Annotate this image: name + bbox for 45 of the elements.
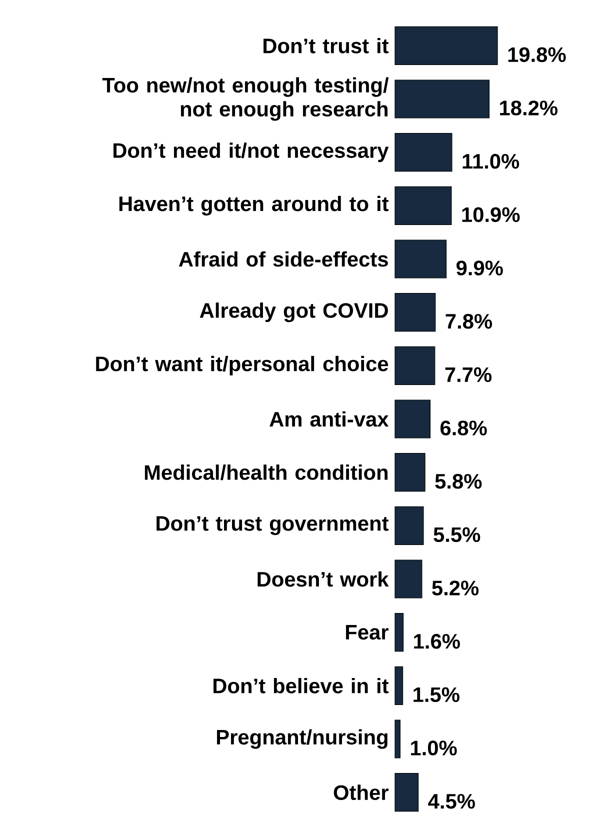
bar xyxy=(394,773,419,812)
data-label: 5.8% xyxy=(435,474,482,489)
data-label: 7.7% xyxy=(445,367,492,382)
data-label: 5.5% xyxy=(434,527,480,542)
bar xyxy=(394,666,404,705)
y-tick-label: Don’t want it/personal choice xyxy=(96,356,388,376)
y-tick-label: Am anti-vax xyxy=(270,411,389,427)
y-tick-label: Haven’t gotten around to it xyxy=(119,196,389,216)
bar xyxy=(394,400,431,438)
data-label: 18.2% xyxy=(500,100,558,116)
bar xyxy=(394,186,452,225)
data-label: 10.9% xyxy=(462,207,520,222)
y-tick-label: Already got COVID xyxy=(200,302,388,322)
y-tick-label: Don’t trust government xyxy=(156,516,389,536)
bar xyxy=(394,453,426,492)
bar xyxy=(394,720,400,758)
bar xyxy=(394,240,447,278)
y-tick-label: Other xyxy=(334,784,388,800)
y-tick-label: Don’t trust it xyxy=(264,38,389,54)
bar xyxy=(394,133,452,172)
bar xyxy=(394,293,436,332)
bar xyxy=(394,560,422,598)
y-tick-label: Pregnant/nursing xyxy=(217,729,388,749)
data-label: 6.8% xyxy=(440,420,487,436)
data-label: 7.8% xyxy=(446,314,492,329)
y-tick-label: Fear xyxy=(346,625,388,640)
bar xyxy=(394,613,404,652)
y-tick-label: Afraid of side-effects xyxy=(178,251,388,267)
data-label: 11.0% xyxy=(462,154,520,169)
bar xyxy=(394,506,424,545)
y-tick-label: Don’t believe in it xyxy=(214,678,389,694)
y-tick-label: Don’t need it/not necessary xyxy=(114,142,389,162)
bar xyxy=(394,80,490,118)
data-label: 1.6% xyxy=(414,634,460,649)
data-label: 5.2% xyxy=(432,580,479,596)
y-tick-label: Too new/not enough testing/ not enough research xyxy=(102,77,389,121)
data-label: 1.5% xyxy=(414,687,460,702)
bar xyxy=(394,26,498,65)
data-label: 4.5% xyxy=(428,794,475,809)
data-label: 19.8% xyxy=(508,47,566,62)
y-tick-label: Doesn’t work xyxy=(258,571,389,587)
bar xyxy=(394,346,436,385)
data-label: 9.9% xyxy=(456,260,503,276)
data-label: 1.0% xyxy=(411,740,457,756)
y-tick-label: Medical/health condition xyxy=(144,464,388,480)
